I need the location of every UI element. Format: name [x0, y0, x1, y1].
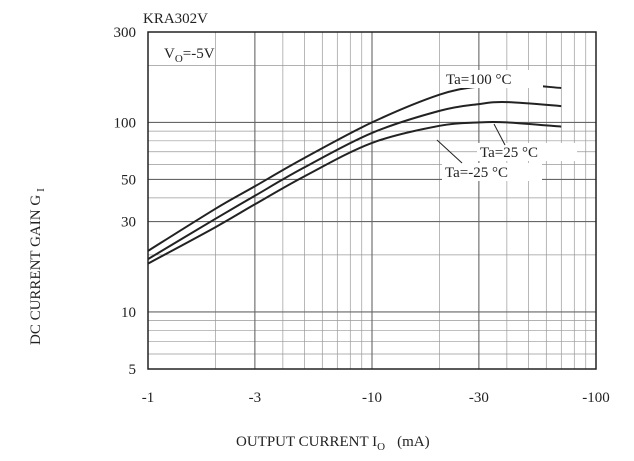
series-label: Ta=100 °C — [446, 72, 512, 88]
series-label-bg — [442, 163, 542, 181]
series-label-leader — [436, 139, 463, 164]
major-grid — [148, 32, 596, 369]
x-tick-label: -1 — [142, 390, 155, 406]
series-label-bg — [477, 143, 577, 161]
x-axis-label: OUTPUT CURRENT IO (mA) — [236, 434, 430, 453]
y-tick-label: 300 — [114, 25, 137, 41]
y-axis-label: DC CURRENT GAIN GI — [28, 188, 47, 345]
series-label: Ta=-25 °C — [445, 165, 508, 181]
series-line-2 — [147, 120, 562, 265]
x-tick-label: -3 — [249, 390, 262, 406]
chart-title: KRA302V — [143, 11, 208, 27]
vo-annotation: VO=-5V — [164, 46, 215, 65]
y-tick-label: 5 — [129, 362, 137, 378]
series-label-leader — [493, 123, 506, 146]
x-tick-labels: -1 -3 -10 -30 -100 — [142, 390, 610, 406]
y-tick-label: 50 — [121, 172, 136, 188]
y-tick-labels: 5 10 30 50 100 300 — [114, 25, 137, 378]
series-line-1 — [147, 101, 562, 260]
series-labels: Ta=100 °C Ta=25 °C Ta=-25 °C — [436, 70, 577, 181]
x-tick-label: -100 — [582, 390, 610, 406]
y-tick-label: 100 — [114, 115, 137, 131]
plot-frame — [147, 31, 597, 370]
series-label-bg — [443, 70, 543, 88]
y-tick-label: 10 — [121, 305, 136, 321]
x-tick-label: -30 — [469, 390, 489, 406]
series-label: Ta=25 °C — [480, 145, 538, 161]
x-tick-label: -10 — [362, 390, 382, 406]
y-tick-label: 30 — [121, 215, 136, 231]
